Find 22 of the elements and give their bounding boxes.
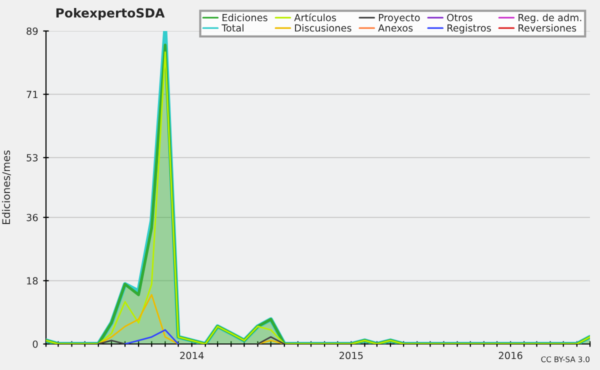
legend-label: Reg. de adm. xyxy=(518,14,582,24)
y-tick-label: 89 xyxy=(26,27,38,35)
legend-label: Proyecto xyxy=(378,14,420,24)
legend-label: Artículos xyxy=(294,13,336,22)
y-tick-label: 0 xyxy=(32,340,38,348)
y-tick-label: 36 xyxy=(26,214,38,222)
y-axis-title: Ediciones/mes xyxy=(2,150,11,224)
x-tick-label: 2014 xyxy=(180,352,204,360)
line-series xyxy=(124,329,180,344)
legend-label: Discusiones xyxy=(295,24,352,32)
legend-label: Anexos xyxy=(378,24,413,32)
legend-label: Ediciones xyxy=(222,14,268,22)
legend-label: Total xyxy=(222,24,244,32)
legend-label: Reversiones xyxy=(518,24,576,32)
legend-label: Registros xyxy=(448,24,491,34)
x-tick-label: 2015 xyxy=(340,352,363,360)
y-tick-label: 71 xyxy=(26,90,38,98)
y-tick-label: 53 xyxy=(26,154,38,162)
y-tick-label: 18 xyxy=(27,277,38,285)
legend-label: Otros xyxy=(447,14,472,22)
chart-title: PokexpertoSDA xyxy=(56,8,165,20)
x-tick-label: 2016 xyxy=(498,352,522,360)
